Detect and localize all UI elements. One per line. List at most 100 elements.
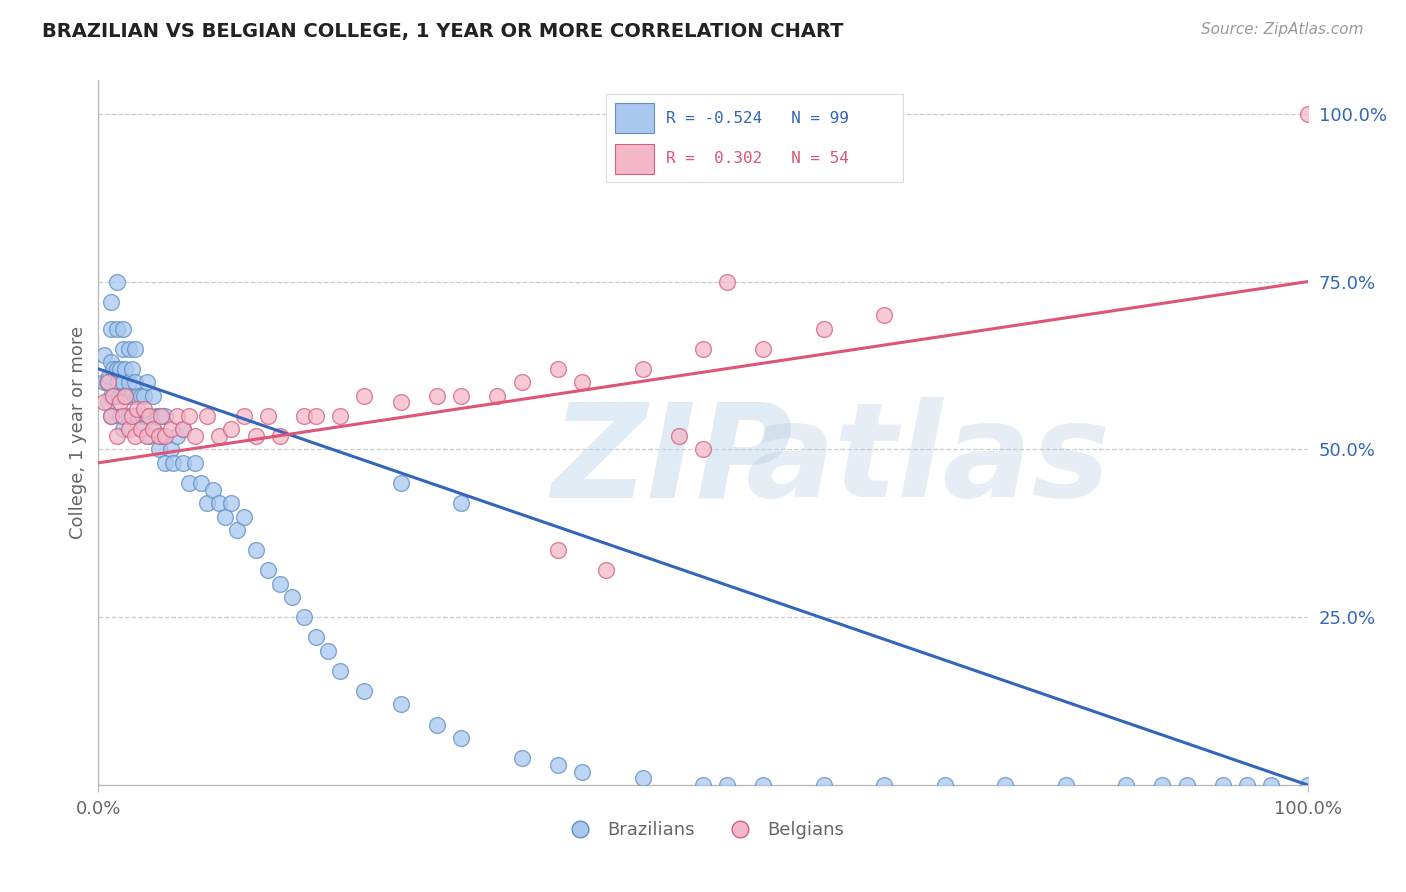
Point	[510, 376, 533, 390]
Point	[100, 294, 122, 309]
Point	[256, 409, 278, 423]
Point	[571, 764, 593, 779]
Point	[668, 429, 690, 443]
Point	[245, 429, 267, 443]
Point	[316, 644, 339, 658]
Point	[97, 395, 120, 409]
Point	[148, 442, 170, 457]
Point	[105, 429, 128, 443]
Legend: Brazilians, Belgians: Brazilians, Belgians	[555, 814, 851, 847]
Point	[450, 389, 472, 403]
Point	[105, 362, 128, 376]
Point	[111, 389, 134, 403]
Point	[148, 409, 170, 423]
Point	[127, 402, 149, 417]
Point	[129, 422, 152, 436]
Point	[107, 376, 129, 390]
Point	[281, 590, 304, 604]
Point	[873, 778, 896, 792]
Y-axis label: College, 1 year or more: College, 1 year or more	[69, 326, 87, 539]
Point	[426, 717, 449, 731]
Point	[93, 376, 115, 390]
Point	[135, 429, 157, 443]
Point	[389, 395, 412, 409]
Point	[232, 409, 254, 423]
Point	[145, 409, 167, 423]
Point	[547, 757, 569, 772]
Point	[118, 422, 141, 436]
Point	[100, 321, 122, 335]
Text: Source: ZipAtlas.com: Source: ZipAtlas.com	[1201, 22, 1364, 37]
Point	[179, 475, 201, 490]
Point	[153, 409, 176, 423]
Point	[208, 496, 231, 510]
Point	[595, 563, 617, 577]
Point	[353, 684, 375, 698]
Point	[114, 362, 136, 376]
Point	[148, 429, 170, 443]
Point	[269, 429, 291, 443]
Point	[813, 321, 835, 335]
Point	[97, 376, 120, 390]
Point	[108, 395, 131, 409]
Point	[172, 422, 194, 436]
Point	[114, 389, 136, 403]
Point	[692, 778, 714, 792]
Point	[1175, 778, 1198, 792]
Point	[1260, 778, 1282, 792]
Point	[115, 389, 138, 403]
Point	[135, 376, 157, 390]
Point	[813, 778, 835, 792]
Point	[329, 409, 352, 423]
Point	[100, 409, 122, 423]
Point	[111, 409, 134, 423]
Point	[101, 362, 124, 376]
Point	[105, 275, 128, 289]
Point	[108, 409, 131, 423]
Text: atlas: atlas	[745, 397, 1111, 524]
Point	[118, 409, 141, 423]
Point	[1296, 107, 1319, 121]
Point	[108, 362, 131, 376]
Point	[111, 321, 134, 335]
Point	[292, 409, 315, 423]
Point	[221, 496, 243, 510]
Point	[389, 698, 412, 712]
Point	[118, 342, 141, 356]
Point	[716, 778, 738, 792]
Point	[135, 409, 157, 423]
Point	[118, 376, 141, 390]
Point	[547, 362, 569, 376]
Point	[179, 409, 201, 423]
Point	[129, 389, 152, 403]
Point	[124, 376, 146, 390]
Point	[142, 422, 165, 436]
Point	[692, 342, 714, 356]
Point	[214, 509, 236, 524]
Point	[873, 308, 896, 322]
Point	[752, 778, 775, 792]
Point	[571, 376, 593, 390]
Point	[1152, 778, 1174, 792]
Point	[160, 442, 183, 457]
Point	[208, 429, 231, 443]
Point	[305, 409, 328, 423]
Point	[221, 422, 243, 436]
Point	[101, 389, 124, 403]
Point	[245, 543, 267, 558]
Point	[138, 409, 160, 423]
Point	[134, 389, 156, 403]
Point	[103, 389, 125, 403]
Point	[172, 456, 194, 470]
Point	[127, 409, 149, 423]
Point	[132, 409, 155, 423]
Point	[716, 275, 738, 289]
Point	[190, 475, 212, 490]
Point	[184, 456, 207, 470]
Point	[93, 348, 115, 362]
Point	[162, 456, 184, 470]
Point	[105, 321, 128, 335]
Point	[510, 751, 533, 765]
Point	[98, 368, 121, 383]
Text: BRAZILIAN VS BELGIAN COLLEGE, 1 YEAR OR MORE CORRELATION CHART: BRAZILIAN VS BELGIAN COLLEGE, 1 YEAR OR …	[42, 22, 844, 41]
